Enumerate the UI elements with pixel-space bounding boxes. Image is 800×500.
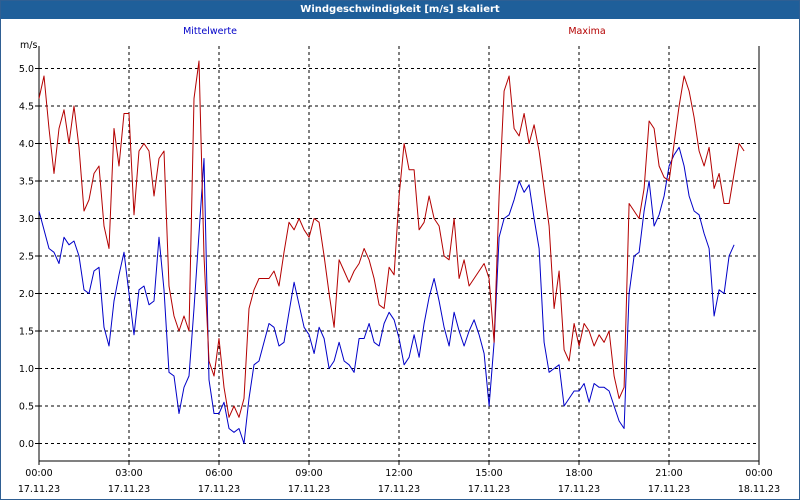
y-tick-label: 3.0 bbox=[19, 214, 34, 225]
y-tick-label: 4.5 bbox=[19, 102, 34, 113]
legend-mittelwerte: Mittelwerte bbox=[183, 26, 237, 37]
x-tick-date: 17.11.23 bbox=[558, 484, 600, 495]
x-tick-date: 17.11.23 bbox=[648, 484, 690, 495]
grid bbox=[39, 46, 759, 461]
x-tick-time: 15:00 bbox=[475, 468, 502, 479]
x-tick-time: 06:00 bbox=[205, 468, 232, 479]
y-tick-label: 2.0 bbox=[19, 289, 34, 300]
y-tick-label: 3.5 bbox=[19, 177, 34, 188]
x-tick-time: 00:00 bbox=[25, 468, 52, 479]
x-tick-date: 17.11.23 bbox=[378, 484, 420, 495]
x-tick-date: 18.11.23 bbox=[738, 484, 780, 495]
x-tick-date: 17.11.23 bbox=[198, 484, 240, 495]
x-tick-date: 17.11.23 bbox=[18, 484, 60, 495]
legend-maxima: Maxima bbox=[568, 26, 605, 37]
series-line-maxima bbox=[38, 60, 745, 418]
y-tick-label: 1.0 bbox=[19, 364, 34, 375]
y-tick-label: 5.0 bbox=[19, 64, 34, 75]
axes: m/s Mittelwerte Maxima bbox=[20, 26, 760, 462]
x-tick-time: 12:00 bbox=[385, 468, 412, 479]
series-line-mittelwerte bbox=[38, 146, 735, 444]
window-title: Windgeschwindigkeit [m/s] skaliert bbox=[1, 1, 799, 19]
x-tick-time: 18:00 bbox=[565, 468, 592, 479]
x-tick-date: 17.11.23 bbox=[468, 484, 510, 495]
y-tick-label: 0.5 bbox=[19, 402, 34, 413]
x-tick-time: 21:00 bbox=[655, 468, 682, 479]
y-tick-label: 2.5 bbox=[19, 252, 34, 263]
x-tick-date: 17.11.23 bbox=[288, 484, 330, 495]
y-axis-unit-label: m/s bbox=[20, 40, 37, 51]
y-tick-label: 0.0 bbox=[19, 439, 34, 450]
x-tick-time: 09:00 bbox=[295, 468, 322, 479]
x-tick-date: 17.11.23 bbox=[108, 484, 150, 495]
y-tick-label: 1.5 bbox=[19, 327, 34, 338]
ticks: 0.0 0.5 1.0 1.5 2.0 2.5 3.0 3.5 4.0 4.5 5.0 00:00 17… bbox=[18, 64, 780, 495]
x-tick-time: 00:00 bbox=[745, 468, 772, 479]
y-tick-label: 4.0 bbox=[19, 139, 34, 150]
series bbox=[38, 60, 745, 444]
x-tick-time: 03:00 bbox=[115, 468, 142, 479]
